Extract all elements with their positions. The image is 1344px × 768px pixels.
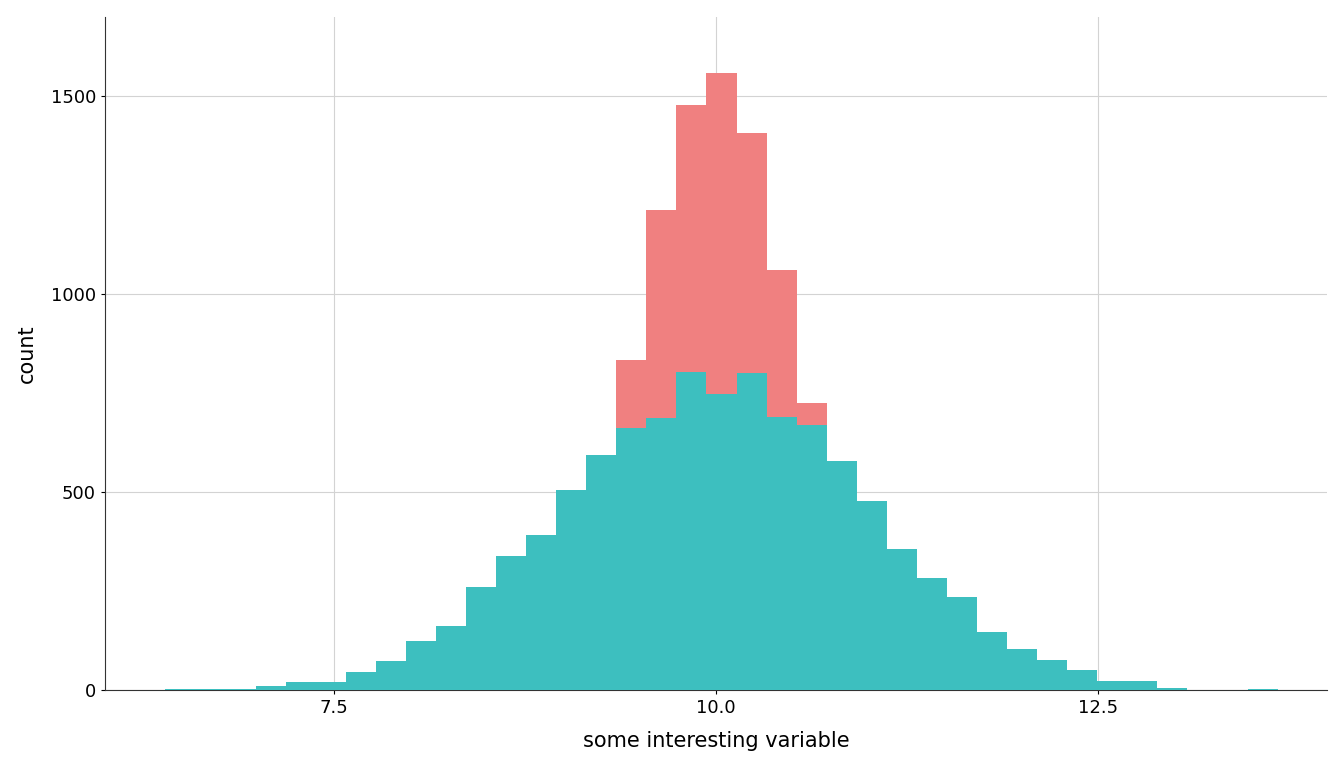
- Bar: [345, 672, 376, 690]
- Bar: [917, 678, 948, 690]
- Bar: [526, 535, 556, 690]
- X-axis label: some interesting variable: some interesting variable: [583, 731, 849, 751]
- Bar: [707, 394, 737, 690]
- Bar: [737, 133, 766, 690]
- Bar: [286, 682, 316, 690]
- Bar: [707, 73, 737, 690]
- Bar: [617, 429, 646, 690]
- Bar: [1067, 670, 1097, 690]
- Bar: [406, 641, 435, 690]
- Bar: [766, 416, 797, 690]
- Bar: [1038, 660, 1067, 690]
- Bar: [977, 632, 1007, 690]
- Bar: [887, 660, 917, 690]
- Bar: [797, 425, 827, 690]
- Bar: [1157, 687, 1188, 690]
- Bar: [676, 372, 707, 690]
- Bar: [766, 270, 797, 690]
- Bar: [1247, 689, 1278, 690]
- Bar: [435, 626, 466, 690]
- Bar: [226, 689, 255, 690]
- Bar: [887, 549, 917, 690]
- Bar: [556, 490, 586, 690]
- Bar: [466, 683, 496, 690]
- Bar: [827, 461, 856, 690]
- Bar: [948, 686, 977, 690]
- Bar: [646, 418, 676, 690]
- Bar: [466, 588, 496, 690]
- Bar: [586, 486, 617, 690]
- Bar: [316, 682, 345, 690]
- Bar: [948, 598, 977, 690]
- Bar: [496, 556, 526, 690]
- Bar: [917, 578, 948, 690]
- Bar: [856, 607, 887, 690]
- Bar: [1097, 681, 1128, 690]
- Bar: [856, 501, 887, 690]
- Bar: [1128, 681, 1157, 690]
- Bar: [496, 670, 526, 690]
- Bar: [797, 403, 827, 690]
- Bar: [406, 689, 435, 690]
- Bar: [586, 455, 617, 690]
- Bar: [195, 689, 226, 690]
- Bar: [526, 648, 556, 690]
- Bar: [737, 373, 766, 690]
- Bar: [676, 105, 707, 690]
- Bar: [556, 578, 586, 690]
- Bar: [617, 360, 646, 690]
- Bar: [827, 525, 856, 690]
- Bar: [1007, 649, 1038, 690]
- Bar: [376, 661, 406, 690]
- Y-axis label: count: count: [16, 324, 36, 383]
- Bar: [646, 210, 676, 690]
- Bar: [255, 686, 286, 690]
- Bar: [165, 689, 195, 690]
